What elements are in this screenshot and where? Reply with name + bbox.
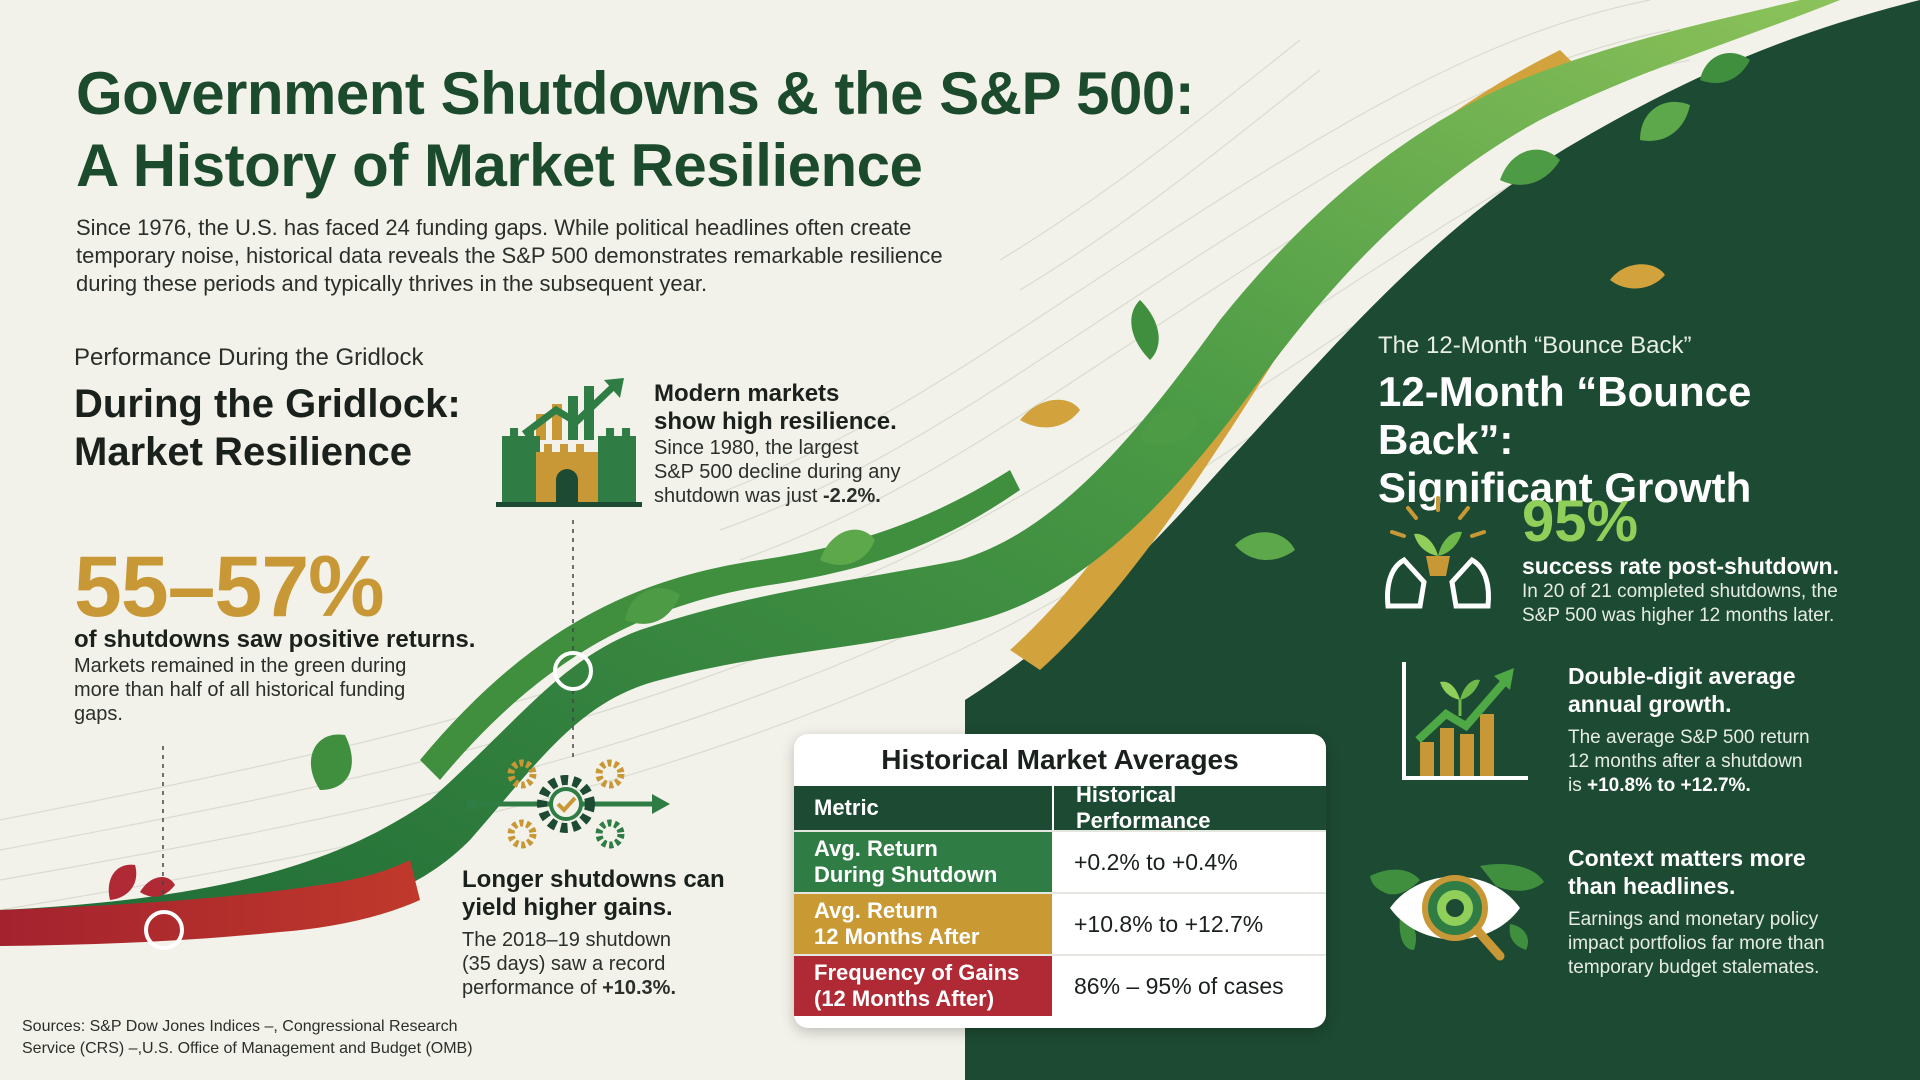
gold-ribbon [1010, 50, 1580, 670]
sources-line-1: Sources: S&P Dow Jones Indices –, Congre… [22, 1018, 458, 1035]
row-2-metric-line-2: 12 Months After [814, 924, 980, 949]
red-trunk [0, 860, 420, 946]
main-vine [0, 0, 1840, 940]
positive-returns-text: Markets remained in the green during mor… [74, 655, 407, 725]
longer-shutdowns-text-3: performance of [462, 977, 597, 999]
table-title: Historical Market Averages [881, 744, 1239, 775]
left-kicker: Performance During the Gridlock [74, 344, 424, 371]
historical-averages-table: Historical Market Averages Metric Histor… [794, 734, 1326, 1028]
annual-growth-headline-2: annual growth. [1568, 691, 1732, 717]
positive-returns-stat: 55–57% [74, 539, 385, 635]
castle-growth-icon [496, 378, 642, 507]
modern-markets-block: Modern markets show high resilience. Sin… [654, 380, 954, 508]
longer-shutdowns-headline-2: yield higher gains. [462, 894, 673, 921]
right-heading-line-2: Significant Growth [1378, 464, 1752, 511]
annual-growth-text-2: 12 months after a shutdown [1568, 751, 1803, 772]
positive-returns-block: of shutdowns saw positive returns. Marke… [74, 626, 494, 726]
positive-returns-headline: of shutdowns saw positive returns. [74, 626, 476, 653]
row-1-metric-line-2: During Shutdown [814, 862, 998, 887]
table-row-metric: Frequency of Gains (12 Months After) [794, 956, 1052, 1016]
table-row-metric: Avg. Return 12 Months After [794, 894, 1052, 954]
timeline-marker-2 [553, 651, 593, 691]
sources-line-2: Service (CRS) –,U.S. Office of Managemen… [22, 1040, 473, 1057]
row-1-metric-line-1: Avg. Return [814, 836, 938, 861]
table-row: Avg. Return During Shutdown +0.2% to +0.4… [794, 830, 1326, 892]
table-row-value: 86% – 95% of cases [1074, 972, 1284, 999]
context-text-2: impact portfolios far more than [1568, 933, 1825, 954]
modern-markets-text-3: shutdown was just [654, 485, 818, 507]
title-line-1: Government Shutdowns & the S&P 500: [76, 60, 1195, 127]
success-rate-stat: 95% [1522, 489, 1639, 554]
table-header-metric: Metric [794, 786, 1052, 830]
left-heading-line-2: Market Resilience [74, 430, 412, 474]
row-3-metric-line-2: (12 Months After) [814, 986, 995, 1011]
sprout-hands-icon [1385, 496, 1491, 609]
success-rate-text-2: S&P 500 was higher 12 months later. [1522, 605, 1835, 626]
page-title: Government Shutdowns & the S&P 500: A Hi… [76, 58, 1195, 202]
right-kicker: The 12-Month “Bounce Back” [1378, 332, 1692, 359]
table-row-value: +0.2% to +0.4% [1074, 848, 1238, 875]
success-rate-block: success rate post-shutdown. In 20 of 21 … [1522, 552, 1902, 628]
leaves [108, 52, 1750, 900]
table-row: Frequency of Gains (12 Months After) 86% … [794, 954, 1326, 1016]
left-heading-line-1: During the Gridlock: [74, 382, 461, 426]
title-line-2: A History of Market Resilience [76, 132, 923, 199]
right-heading: 12-Month “Bounce Back”: Significant Grow… [1378, 368, 1898, 512]
growth-chart-icon [1402, 662, 1528, 780]
annual-growth-block: Double-digit average annual growth. The … [1568, 662, 1888, 798]
longer-shutdowns-block: Longer shutdowns can yield higher gains.… [462, 866, 762, 1000]
annual-growth-text-1: The average S&P 500 return [1568, 727, 1810, 748]
gears-process-icon [466, 759, 670, 849]
context-text-1: Earnings and monetary policy [1568, 909, 1819, 930]
intro-text: Since 1976, the U.S. has faced 24 fundin… [76, 215, 943, 296]
row-3-metric-line-1: Frequency of Gains [814, 960, 1020, 985]
annual-growth-headline-1: Double-digit average [1568, 663, 1796, 689]
table-row-value: +10.8% to +12.7% [1074, 910, 1264, 937]
annual-growth-text-3-row: is +10.8% to +12.7%. [1568, 774, 1888, 798]
world-eye-magnifier-icon [1370, 863, 1544, 961]
longer-shutdowns-text-1: The 2018–19 shutdown [462, 929, 672, 951]
context-block: Context matters more than headlines. Ear… [1568, 844, 1898, 980]
left-heading: During the Gridlock: Market Resilience [74, 380, 514, 476]
longer-shutdowns-value: +10.3%. [602, 977, 677, 999]
modern-markets-text-2: S&P 500 decline during any [654, 461, 901, 483]
annual-growth-text-3: is [1568, 775, 1582, 796]
longer-shutdowns-text-2: (35 days) saw a record [462, 953, 666, 975]
context-text-3: temporary budget stalemates. [1568, 957, 1820, 978]
longer-shutdowns-text-3-row: performance of +10.3%. [462, 976, 762, 1000]
dotted-connectors [162, 520, 574, 900]
context-headline-1: Context matters more [1568, 845, 1806, 871]
table-row: Avg. Return 12 Months After +10.8% to +12… [794, 892, 1326, 954]
success-rate-headline: success rate post-shutdown. [1522, 553, 1839, 579]
sources-note: Sources: S&P Dow Jones Indices –, Congre… [22, 1016, 582, 1060]
modern-markets-text-1: Since 1980, the largest [654, 437, 859, 459]
timeline-marker-1 [144, 910, 184, 950]
modern-markets-headline-2: show high resilience. [654, 408, 897, 435]
row-2-metric-line-1: Avg. Return [814, 898, 938, 923]
longer-shutdowns-headline-1: Longer shutdowns can [462, 866, 725, 893]
table-header-performance: Historical Performance [1052, 782, 1326, 833]
modern-markets-headline-1: Modern markets [654, 380, 840, 407]
modern-markets-value: -2.2%. [822, 485, 881, 507]
table-row-metric: Avg. Return During Shutdown [794, 832, 1052, 892]
modern-markets-text-3-row: shutdown was just -2.2%. [654, 484, 954, 508]
success-rate-text-1: In 20 of 21 completed shutdowns, the [1522, 581, 1838, 602]
annual-growth-value: +10.8% to +12.7%. [1587, 775, 1751, 796]
context-headline-2: than headlines. [1568, 873, 1736, 899]
table-header-row: Metric Historical Performance [794, 782, 1326, 833]
right-heading-line-1: 12-Month “Bounce Back”: [1378, 368, 1752, 463]
